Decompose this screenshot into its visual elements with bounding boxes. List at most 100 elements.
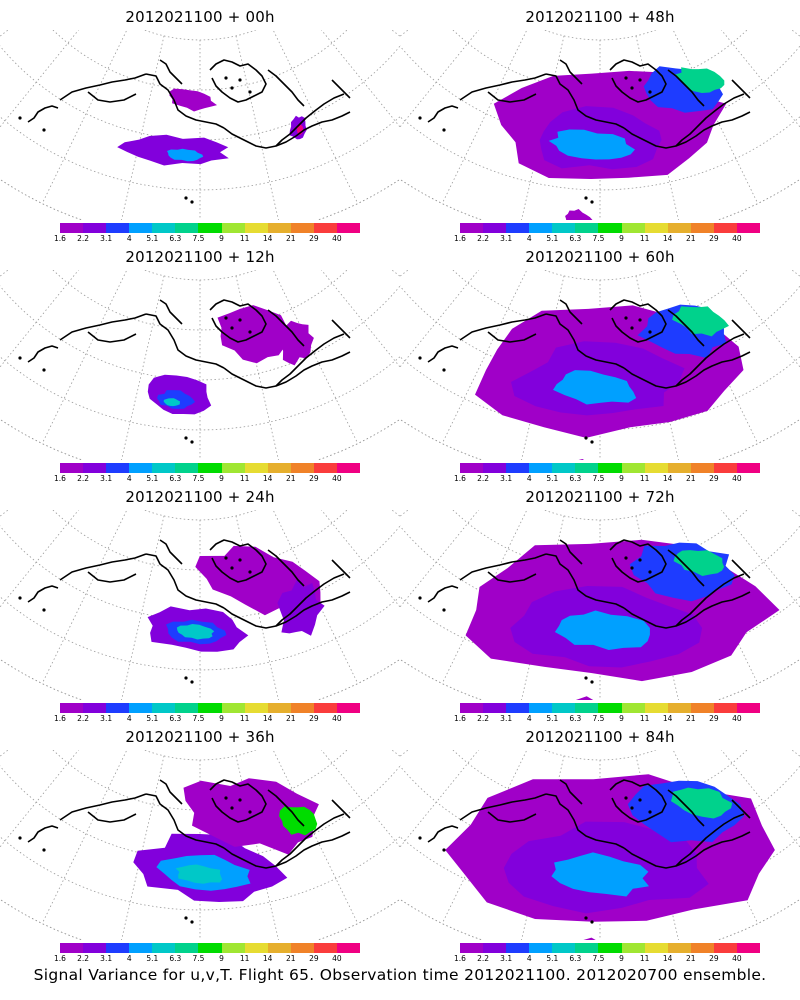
variance-contour: [671, 787, 733, 819]
colorbar-swatch: [552, 223, 576, 233]
colorbar-label: 11: [239, 234, 250, 243]
island-marker: [648, 330, 652, 334]
island-marker: [418, 356, 422, 360]
coastline: [145, 553, 225, 609]
colorbar-label: 21: [685, 234, 696, 243]
colorbar-label: 7.5: [192, 714, 205, 723]
map-plot: [0, 510, 400, 700]
coastline: [667, 69, 705, 107]
colorbar-swatch: [552, 463, 576, 473]
colorbar-swatch: [506, 223, 530, 233]
colorbar-swatch: [529, 703, 553, 713]
colorbar-label: 2.2: [477, 714, 490, 723]
island-marker: [648, 570, 652, 574]
colorbar-label: 9: [619, 234, 624, 243]
island-marker: [224, 556, 228, 560]
colorbar-label: 4: [526, 234, 532, 243]
meridian-line: [272, 270, 359, 444]
colorbar-label: 14: [262, 234, 273, 243]
latitude-line: [543, 750, 657, 761]
variance-contour: [578, 459, 585, 460]
colorbar-swatch: [60, 463, 84, 473]
island-marker: [230, 566, 234, 570]
island-marker: [248, 90, 252, 94]
colorbar-swatch: [667, 703, 691, 713]
colorbar-label: 1.6: [454, 474, 466, 483]
colorbar-labels: 1.6 2.2 3.1 4 5.1 6.3 7.5 9 11 14 21 29 40: [454, 713, 760, 723]
island-marker: [418, 836, 422, 840]
coastline: [59, 553, 147, 581]
colorbar-label: 11: [639, 234, 650, 243]
meridian-line: [391, 510, 400, 517]
colorbar-swatch: [575, 703, 599, 713]
colorbar-label: 5.1: [146, 474, 159, 483]
colorbar-swatch: [667, 463, 691, 473]
meridian-line: [320, 270, 400, 368]
colorbar-label: 21: [285, 474, 296, 483]
colorbar-label: 2.2: [77, 474, 90, 483]
colorbar-swatch: [690, 463, 714, 473]
colorbar-swatch: [575, 943, 599, 953]
island-marker: [18, 116, 22, 120]
variance-contour: [169, 88, 217, 112]
meridian-line: [720, 510, 800, 608]
colorbar-swatch: [336, 463, 361, 473]
colorbar-label: 29: [709, 714, 719, 723]
coastline: [267, 69, 305, 107]
coastline: [667, 789, 705, 827]
colorbar-label: 1.6: [454, 714, 466, 723]
colorbar-swatch: [460, 703, 484, 713]
island-marker: [624, 316, 628, 320]
coastline: [331, 319, 351, 339]
colorbar-label: 4: [126, 474, 132, 483]
coastline: [545, 553, 625, 609]
colorbar-swatch: [83, 943, 107, 953]
colorbar-swatch: [667, 943, 691, 953]
coastline: [267, 549, 305, 587]
colorbar-swatch: [598, 943, 622, 953]
map-panel: 2012021100 + 36h 1.6 2.2 3.1 4 5.1 6.3 7.5 9 11 1…: [0, 720, 400, 965]
colorbar-swatch: [290, 463, 314, 473]
map-plot: [400, 750, 800, 940]
variance-contour: [673, 550, 725, 576]
panel-title: 2012021100 + 72h: [525, 488, 675, 506]
colorbar-label: 7.5: [192, 474, 205, 483]
colorbar-label: 5.1: [546, 474, 559, 483]
colorbar-label: 3.1: [100, 234, 113, 243]
variance-contour: [167, 148, 204, 162]
meridian-line: [400, 30, 480, 128]
colorbar-label: 21: [285, 954, 296, 963]
island-marker: [590, 440, 594, 444]
latitude-line: [400, 45, 800, 141]
colorbar-label: 40: [732, 474, 742, 483]
colorbar-label: 29: [309, 714, 319, 723]
coastline: [159, 299, 183, 325]
latitude-line: [143, 510, 257, 521]
island-marker: [238, 558, 242, 562]
meridian-line: [400, 510, 409, 517]
colorbar-swatch: [60, 943, 84, 953]
colorbar-label: 40: [732, 234, 742, 243]
meridian-line: [41, 510, 128, 684]
coastline: [87, 331, 137, 343]
colorbar-label: 7.5: [192, 234, 205, 243]
coastline: [159, 779, 183, 805]
coastline: [145, 313, 225, 369]
colorbar-swatch: [713, 223, 737, 233]
colorbar-label: 6.3: [169, 954, 182, 963]
figure-caption: Signal Variance for u,v,T. Flight 65. Ob…: [33, 966, 767, 984]
colorbar-label: 29: [709, 954, 719, 963]
meridian-line: [441, 30, 528, 204]
colorbar-label: 2.2: [77, 954, 90, 963]
latitude-line: [400, 765, 800, 861]
colorbar-swatch: [552, 703, 576, 713]
coastline: [623, 351, 751, 389]
island-marker: [584, 196, 588, 200]
island-marker: [442, 608, 446, 612]
colorbar-swatch: [483, 703, 507, 713]
island-marker: [224, 76, 228, 80]
colorbar-swatch: [460, 223, 484, 233]
colorbar-swatch: [336, 223, 361, 233]
colorbar-swatch: [152, 463, 176, 473]
colorbar-label: 2.2: [77, 234, 90, 243]
